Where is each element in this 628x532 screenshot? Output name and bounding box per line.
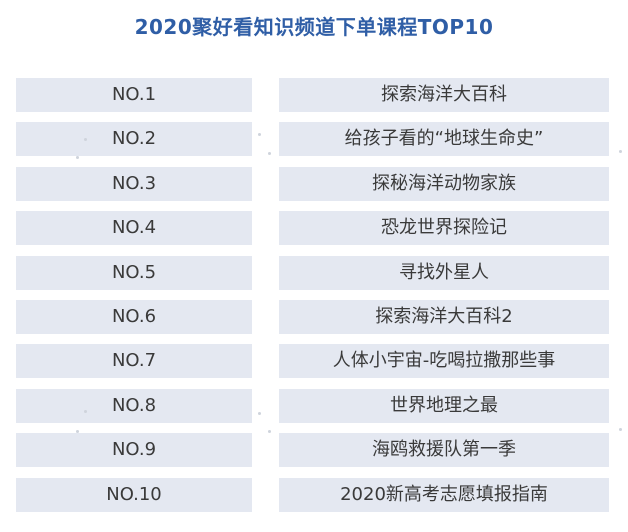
rank-label: NO.7: [16, 344, 252, 378]
ranking-row-6: NO.6 探索海洋大百科2: [0, 300, 628, 334]
ranking-row-10: NO.10 2020新高考志愿填报指南: [0, 478, 628, 512]
decorative-dot: [84, 138, 87, 141]
rank-label: NO.9: [16, 433, 252, 467]
decorative-dot: [76, 156, 79, 159]
ranking-row-3: NO.3 探秘海洋动物家族: [0, 167, 628, 201]
page-title: 2020聚好看知识频道下单课程TOP10: [134, 15, 494, 39]
rank-label: NO.10: [16, 478, 252, 512]
course-name: 恐龙世界探险记: [279, 211, 609, 245]
rank-label: NO.6: [16, 300, 252, 334]
course-name: 探索海洋大百科2: [279, 300, 609, 334]
course-name: 世界地理之最: [279, 389, 609, 423]
course-name: 给孩子看的“地球生命史”: [279, 122, 609, 156]
course-name: 探秘海洋动物家族: [279, 167, 609, 201]
ranking-row-1: NO.1 探索海洋大百科: [0, 78, 628, 112]
decorative-dot: [268, 430, 271, 433]
rank-label: NO.8: [16, 389, 252, 423]
decorative-dot: [258, 133, 261, 136]
course-name: 2020新高考志愿填报指南: [279, 478, 609, 512]
course-name: 人体小宇宙-吃喝拉撒那些事: [279, 344, 609, 378]
rank-label: NO.2: [16, 122, 252, 156]
ranking-row-2: NO.2 给孩子看的“地球生命史”: [0, 122, 628, 156]
decorative-dot: [268, 152, 271, 155]
rank-label: NO.1: [16, 78, 252, 112]
ranking-row-7: NO.7 人体小宇宙-吃喝拉撒那些事: [0, 344, 628, 378]
decorative-dot: [258, 412, 261, 415]
ranking-row-8: NO.8 世界地理之最: [0, 389, 628, 423]
course-name: 探索海洋大百科: [279, 78, 609, 112]
decorative-dot: [619, 428, 622, 431]
rank-label: NO.5: [16, 256, 252, 290]
rank-label: NO.4: [16, 211, 252, 245]
course-name: 寻找外星人: [279, 256, 609, 290]
ranking-row-5: NO.5 寻找外星人: [0, 256, 628, 290]
course-name: 海鸥救援队第一季: [279, 433, 609, 467]
ranking-row-9: NO.9 海鸥救援队第一季: [0, 433, 628, 467]
decorative-dot: [76, 430, 79, 433]
decorative-dot: [84, 410, 87, 413]
decorative-dot: [619, 150, 622, 153]
ranking-row-4: NO.4 恐龙世界探险记: [0, 211, 628, 245]
rank-label: NO.3: [16, 167, 252, 201]
